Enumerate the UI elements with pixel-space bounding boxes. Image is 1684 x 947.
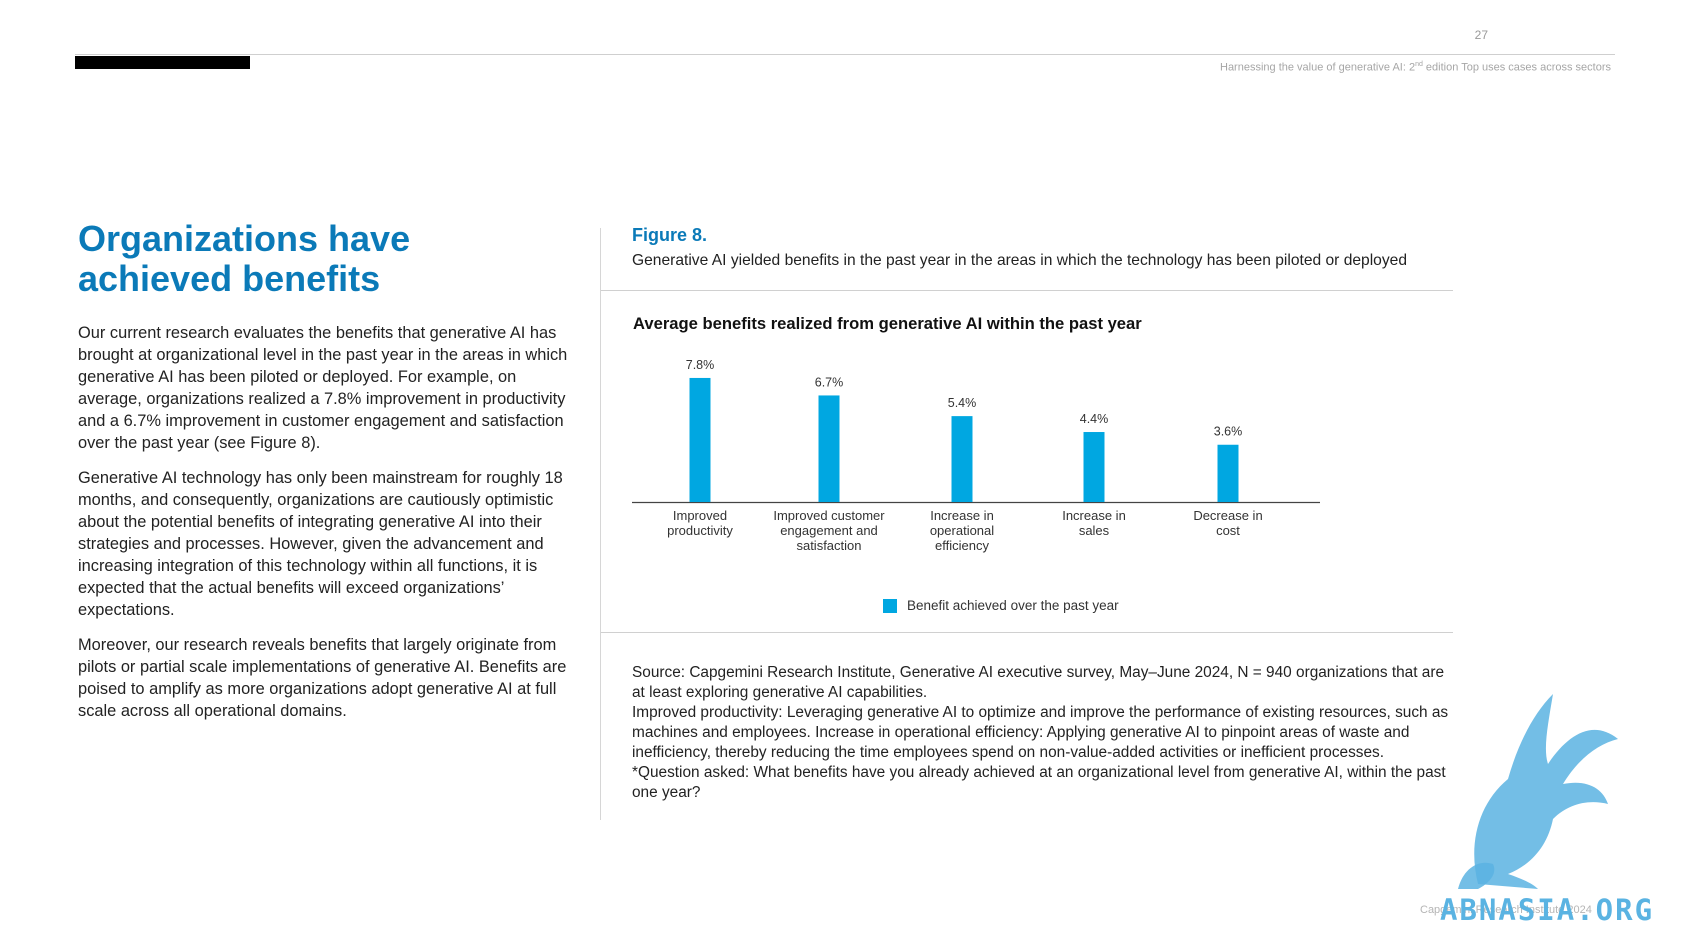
bar: [951, 416, 973, 502]
body-paragraph: Generative AI technology has only been m…: [78, 469, 563, 619]
data-label: 5.4%: [948, 396, 977, 410]
running-head-sup: nd: [1415, 61, 1423, 68]
bar: [818, 395, 840, 502]
data-label: 7.8%: [686, 360, 715, 372]
body-paragraph: Moreover, our research reveals benefits …: [78, 636, 567, 720]
figure-bottom-rule: [601, 632, 1453, 633]
header-accent-bar: [75, 56, 250, 69]
legend-label: Benefit achieved over the past year: [907, 598, 1119, 613]
data-label: 6.7%: [815, 375, 844, 389]
category-label: sales: [1079, 523, 1110, 538]
column-divider: [600, 228, 601, 820]
source-notes: Source: Capgemini Research Institute, Ge…: [632, 663, 1452, 803]
data-label: 4.4%: [1080, 412, 1109, 426]
source-note: Improved productivity: Leveraging genera…: [632, 704, 1449, 761]
running-head-post: edition Top uses cases across sectors: [1422, 61, 1611, 74]
legend-swatch: [883, 598, 897, 613]
header-rule: [75, 54, 1615, 55]
category-label: operational: [930, 523, 994, 538]
category-label: Increase in: [1062, 508, 1126, 523]
griffin-logo-icon: [1458, 694, 1618, 889]
category-label: Increase in: [930, 508, 994, 523]
category-label: cost: [1216, 523, 1240, 538]
category-label: engagement and: [780, 523, 878, 538]
category-label: Improved: [673, 508, 727, 523]
figure-label: Figure 8.: [632, 225, 708, 245]
body-paragraph: Our current research evaluates the benef…: [78, 324, 568, 452]
category-label: efficiency: [935, 538, 989, 553]
category-label: productivity: [667, 523, 733, 538]
footer-copyright: Capgemini Research Institute 2024: [1420, 904, 1592, 916]
chart-legend: Benefit achieved over the past year: [883, 598, 1119, 613]
bar: [1217, 444, 1239, 502]
bar: [1083, 432, 1105, 502]
watermark-text: ABNASIA.ORG: [1440, 893, 1655, 927]
chart-title: Average benefits realized from generativ…: [633, 314, 1142, 333]
category-label: satisfaction: [796, 538, 861, 553]
category-label: Decrease in: [1193, 508, 1262, 523]
data-label: 3.6%: [1214, 425, 1243, 439]
source-note: Source: Capgemini Research Institute, Ge…: [632, 664, 1445, 701]
running-head: Harnessing the value of generative AI: 2…: [1220, 61, 1611, 74]
figure-top-rule: [601, 290, 1453, 291]
figure-caption: Generative AI yielded benefits in the pa…: [632, 252, 1407, 269]
bar: [689, 377, 711, 502]
body-text: Our current research evaluates the benef…: [78, 322, 570, 735]
page-number: 27: [1474, 28, 1488, 42]
running-head-pre: Harnessing the value of generative AI: 2: [1220, 61, 1416, 74]
section-heading: Organizations have achieved benefits: [78, 218, 411, 299]
source-note: *Question asked: What benefits have you …: [632, 764, 1446, 801]
category-label: Improved customer: [773, 508, 885, 523]
